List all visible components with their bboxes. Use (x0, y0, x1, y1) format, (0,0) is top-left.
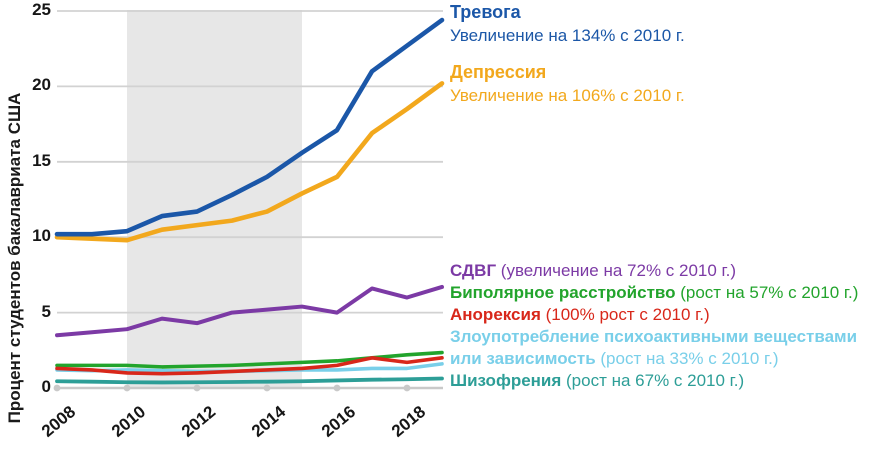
legend-row-bipolar: Биполярное расстройство (рост на 57% с 2… (450, 282, 858, 304)
legend-row-substance-line2: или зависимость (рост на 33% с 2010 г.) (450, 348, 858, 370)
y-tick-label-10: 10 (32, 226, 51, 246)
series-line-2 (54, 81, 445, 243)
x-tick-dot-2014 (263, 384, 271, 392)
anorexia-change-label: (100% рост с 2010 г.) (540, 305, 710, 324)
series-line-7 (55, 376, 444, 385)
y-tick-label-5: 5 (41, 301, 51, 321)
legend-row-substance-line1: Злоупотребление психоактивными веществам… (450, 326, 858, 348)
legend-rows: СДВГ (увеличение на 72% с 2010 г.) Бипол… (450, 260, 858, 392)
series-line-3 (55, 284, 444, 338)
legend-row-anorexia: Анорексия (100% рост с 2010 г.) (450, 304, 858, 326)
x-tick-dot-2016 (333, 384, 341, 392)
x-tick-dot-2012 (193, 384, 201, 392)
legend-row-adhd: СДВГ (увеличение на 72% с 2010 г.) (450, 260, 858, 282)
anxiety-annotation: Тревога Увеличение на 134% с 2010 г. (450, 2, 685, 46)
y-tick-label-20: 20 (32, 75, 51, 95)
adhd-change-label: (увеличение на 72% с 2010 г.) (496, 261, 737, 280)
shaded-region-2010-2015 (127, 10, 302, 388)
adhd-series-label: СДВГ (450, 261, 497, 280)
series-line-5 (55, 356, 444, 376)
depression-annotation: Депрессия Увеличение на 106% с 2010 г. (450, 62, 685, 106)
schizophrenia-series-label: Шизофрения (450, 371, 562, 390)
depression-series-label: Депрессия (450, 62, 547, 82)
anorexia-series-label: Анорексия (450, 305, 541, 324)
x-tick-dot-2008 (53, 384, 61, 392)
y-tick-label-15: 15 (32, 150, 51, 170)
anxiety-change-label: Увеличение на 134% с 2010 г. (450, 26, 685, 45)
schizophrenia-change-label: (рост на 67% с 2010 г.) (561, 371, 745, 390)
substance-change-label: (рост на 33% с 2010 г.) (595, 349, 779, 368)
bipolar-series-label: Биполярное расстройство (450, 283, 676, 302)
depression-change-label: Увеличение на 106% с 2010 г. (450, 86, 685, 105)
y-tick-label-0: 0 (41, 377, 51, 396)
anxiety-series-label: Тревога (450, 2, 521, 22)
line-chart-plot-area (53, 10, 445, 392)
substance-series-label-2: или зависимость (450, 349, 596, 368)
x-tick-dot-2010 (123, 384, 131, 392)
x-tick-dot-2018 (403, 384, 411, 392)
series-line-1 (54, 17, 445, 237)
y-tick-label-25: 25 (32, 0, 51, 19)
legend-row-schizophrenia: Шизофрения (рост на 67% с 2010 г.) (450, 370, 858, 392)
substance-series-label: Злоупотребление психоактивными веществам… (450, 327, 858, 346)
bipolar-change-label: (рост на 57% с 2010 г.) (675, 283, 859, 302)
